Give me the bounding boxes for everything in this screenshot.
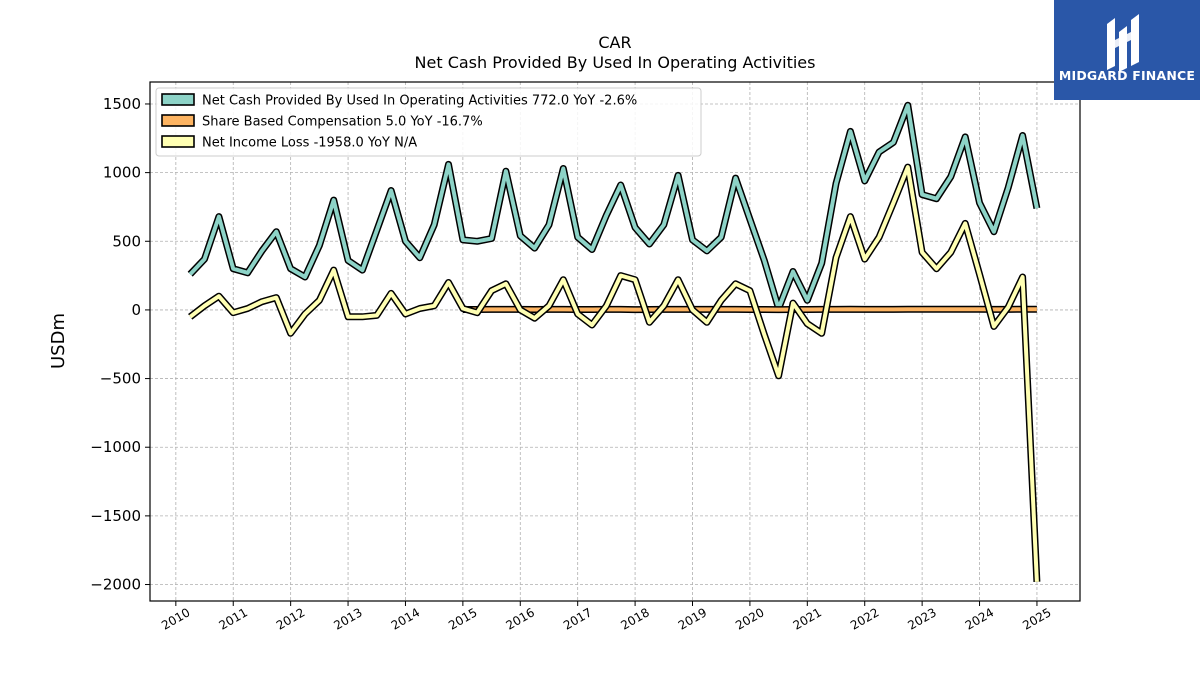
chart-title: CAR [598,33,631,52]
series-layer [187,101,1041,582]
brand-logo: MIDGARD FINANCE [1054,0,1200,100]
y-tick-label: −1500 [90,507,141,525]
legend-box [155,87,702,157]
legend: Net Cash Provided By Used In Operating A… [155,87,702,157]
x-tick-label: 2016 [504,605,537,632]
legend-swatch [161,93,195,106]
y-tick-label: 500 [112,232,141,250]
y-tick-label: −2000 [90,576,141,594]
x-tick-label: 2024 [963,605,996,632]
y-axis-label: USDm [48,313,69,369]
y-tick-label: 0 [131,301,141,319]
series-line-0 [188,103,1039,311]
x-tick-label: 2012 [274,605,307,632]
x-tick-label: 2010 [159,605,192,632]
legend-label: Net Cash Provided By Used In Operating A… [202,94,637,109]
grid [150,82,1080,601]
x-tick-label: 2019 [676,605,709,632]
x-tick-label: 2017 [561,605,594,632]
series-line-outline-2 [188,163,1041,582]
plot-frame [149,81,1081,602]
x-tick-label: 2011 [217,605,250,632]
x-tick-label: 2023 [905,605,938,632]
y-tick-label: −1000 [90,438,141,456]
brand-mark-icon [1107,14,1139,72]
series-line-2 [188,165,1039,582]
x-tick-label: 2015 [446,605,479,632]
x-tick-label: 2025 [1020,605,1053,632]
x-tick-label: 2013 [331,605,364,632]
y-tick-label: −500 [100,370,141,388]
chart-subtitle: Net Cash Provided By Used In Operating A… [415,53,816,72]
brand-name: MIDGARD FINANCE [1058,68,1196,83]
x-tick-label: 2018 [618,605,651,632]
x-tick-label: 2021 [791,605,824,632]
legend-label: Share Based Compensation 5.0 YoY -16.7% [202,115,483,130]
y-tick-label: 1000 [103,164,141,182]
x-tick-label: 2014 [389,605,422,632]
legend-swatch [161,135,195,148]
y-tick-label: 1500 [103,95,141,113]
legend-label: Net Income Loss -1958.0 YoY N/A [202,136,417,151]
legend-swatch [161,114,195,127]
x-tick-label: 2022 [848,605,881,632]
x-tick-label: 2020 [733,605,766,632]
